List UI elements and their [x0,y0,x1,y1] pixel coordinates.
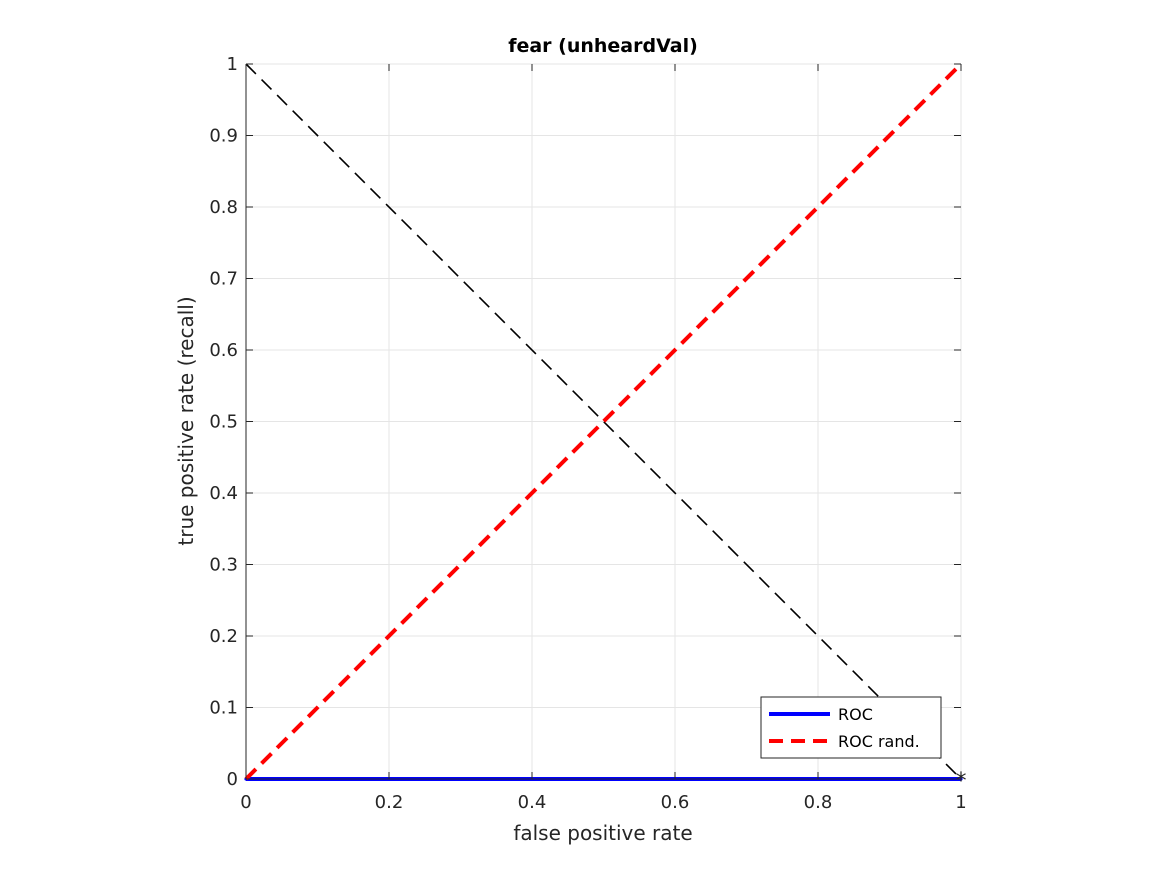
axes [245,63,962,780]
legend: ROC ROC rand. [760,696,942,759]
y-tick-label: 0.3 [209,555,238,576]
y-tick-label: 0.7 [209,269,238,290]
x-axis-label: false positive rate [513,821,692,845]
y-tick-label: 0.9 [209,126,238,147]
y-tick-label: 0.1 [209,698,238,719]
x-tick-label: 0 [240,792,251,813]
legend-label-roc-rand: ROC rand. [838,732,920,751]
x-tick-label: 0.8 [804,792,833,813]
series-line-roc-rand [244,62,963,781]
x-tick-label: 1 [955,792,966,813]
x-tick-label: 0.6 [661,792,690,813]
y-tick-label: 0 [227,769,238,790]
tick-labels: 0 0.2 0.4 0.6 0.8 1 0 0.1 0.2 0.3 0.4 0.5 0.6 0.7 0.8 0… [209,54,966,813]
y-tick-label: 0.5 [209,412,238,433]
y-tick-label: 0.8 [209,197,238,218]
y-tick-label: 0.4 [209,483,238,504]
x-tick-label: 0.2 [375,792,404,813]
y-tick-label: 0.2 [209,626,238,647]
y-axis-label: true positive rate (recall) [174,296,198,545]
y-tick-label: 0.6 [209,340,238,361]
operating-point-marker: * [956,769,967,794]
reference-diagonal-line [245,63,962,780]
legend-label-roc: ROC [838,705,873,724]
y-tick-label: 1 [227,54,238,75]
chart-title: fear (unheardVal) [508,35,698,57]
x-tick-label: 0.4 [518,792,547,813]
legend-box [760,696,942,759]
